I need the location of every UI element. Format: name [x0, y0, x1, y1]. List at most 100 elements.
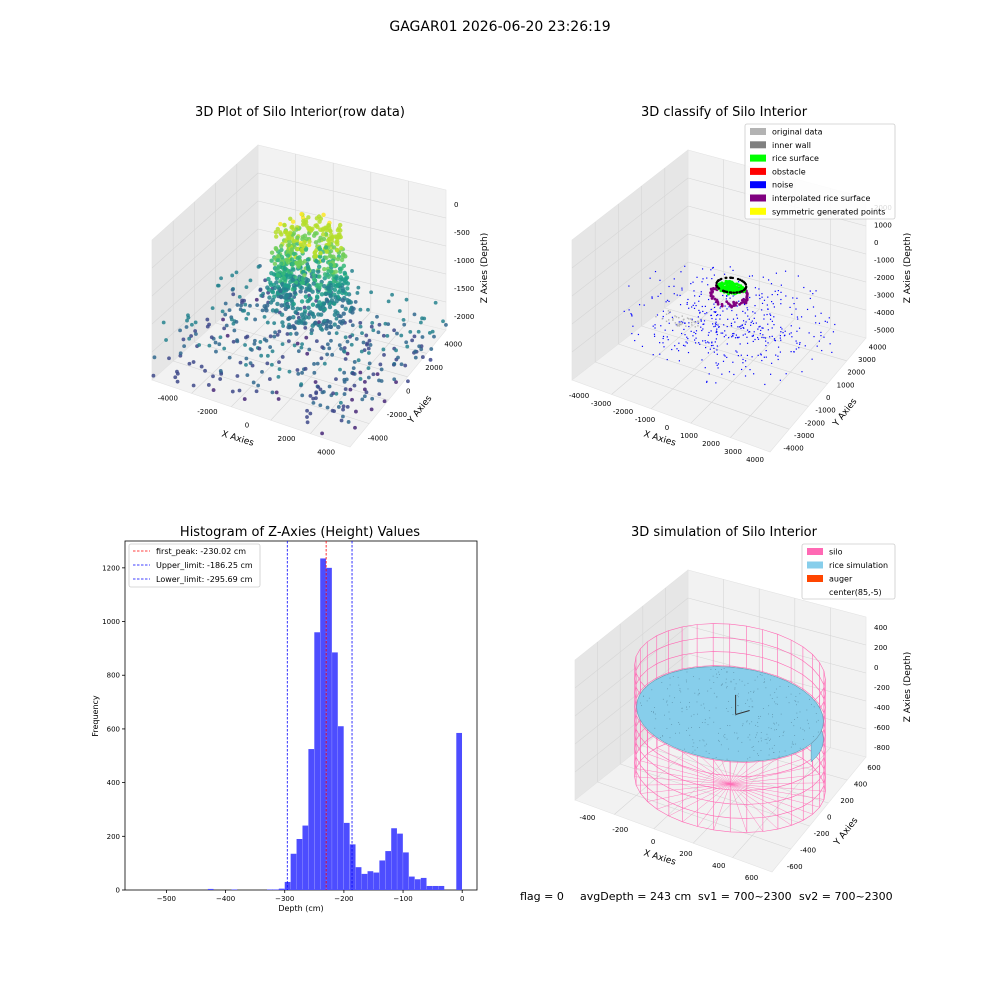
rice-texture [669, 684, 671, 686]
raw-point [312, 370, 317, 375]
noise-point [806, 308, 809, 311]
silo-floor-spoke [668, 742, 731, 785]
raw-point [317, 246, 322, 251]
rice-texture [815, 713, 817, 714]
raw-point [242, 298, 247, 303]
noise-point [795, 340, 797, 342]
rice-texture [784, 750, 786, 752]
raw-point [386, 299, 391, 304]
raw-point [244, 285, 249, 289]
histogram-xlabel: Depth (cm) [278, 904, 323, 913]
inner-wall-point [729, 276, 732, 279]
rice-surface-point [741, 285, 745, 289]
noise-point [780, 339, 782, 341]
noise-point [699, 343, 701, 345]
raw-point [408, 329, 413, 334]
noise-point [740, 327, 742, 330]
legend-label-first-peak: first_peak: -230.02 cm [156, 547, 246, 556]
raw-point [219, 371, 224, 376]
noise-point [761, 327, 763, 329]
noise-point [773, 338, 776, 340]
raw-point [366, 375, 371, 380]
histogram-bar [397, 833, 403, 890]
rice-texture [776, 729, 777, 730]
rice-texture [763, 682, 765, 683]
interpolated-point [727, 302, 730, 305]
raw-point [297, 255, 302, 260]
noise-point [711, 342, 713, 344]
noise-point [715, 330, 718, 332]
noise-point [630, 313, 632, 315]
legend-swatch-interpolated-rice-surface [750, 194, 766, 202]
raw-point [213, 340, 218, 345]
rice-texture [699, 692, 700, 694]
rice-texture [728, 748, 729, 750]
raw-point [304, 335, 309, 340]
raw-point [203, 368, 207, 373]
raw-point [302, 311, 307, 316]
raw-point [326, 241, 332, 246]
noise-point [737, 354, 739, 357]
original-point [674, 322, 677, 324]
rice-texture [757, 726, 759, 727]
noise-point [713, 351, 715, 353]
noise-point [706, 381, 708, 383]
silo-floor-spoke [657, 783, 731, 810]
rice-texture [783, 730, 785, 732]
raw-point [402, 322, 407, 327]
noise-point [773, 306, 775, 308]
silo-floor-spoke [729, 783, 779, 830]
raw-point [405, 344, 410, 349]
legend-label-upper-limit: Upper_limit: -186.25 cm [156, 561, 253, 570]
noise-point [808, 332, 810, 334]
raw-point [299, 285, 305, 290]
raw-point [265, 361, 270, 366]
panel1-z-tick: -500 [454, 229, 470, 237]
raw-point [222, 346, 227, 351]
noise-point [637, 333, 640, 336]
rice-texture [704, 745, 706, 747]
noise-point [762, 327, 764, 329]
rice-texture [727, 710, 729, 712]
raw-point [214, 349, 218, 354]
raw-point [358, 324, 363, 329]
inner-wall-point [737, 277, 740, 281]
raw-point [278, 288, 283, 294]
raw-point [310, 323, 315, 328]
noise-point [790, 351, 792, 353]
noise-point [673, 278, 675, 280]
noise-point [703, 320, 706, 322]
raw-point [314, 258, 319, 264]
raw-point [302, 305, 307, 310]
rice-texture [792, 741, 793, 743]
panel1-x-tick: 4000 [317, 448, 335, 456]
noise-point [746, 329, 749, 331]
rice-texture [692, 751, 694, 753]
raw-point [331, 254, 336, 259]
rice-texture [735, 715, 737, 717]
rice-surface-point [734, 282, 738, 286]
raw-point [369, 407, 374, 412]
noise-point [686, 303, 688, 305]
noise-point [662, 335, 665, 338]
rice-surface-point [729, 284, 733, 288]
rice-texture [808, 698, 810, 700]
histogram-bars [207, 558, 463, 890]
noise-point [736, 317, 739, 319]
noise-point [700, 319, 702, 321]
legend-label-inner-wall: inner wall [772, 141, 811, 150]
raw-point [369, 290, 374, 295]
raw-point [300, 393, 305, 398]
original-point [690, 321, 693, 324]
noise-point [704, 367, 706, 369]
noise-point [680, 271, 682, 273]
raw-point [305, 257, 311, 262]
raw-point [267, 295, 272, 300]
noise-point [727, 318, 729, 320]
noise-point [722, 360, 725, 362]
raw-point [205, 324, 210, 329]
noise-point [818, 340, 820, 342]
histogram-bar [207, 888, 214, 890]
raw-point [317, 274, 322, 279]
noise-point [788, 333, 791, 335]
